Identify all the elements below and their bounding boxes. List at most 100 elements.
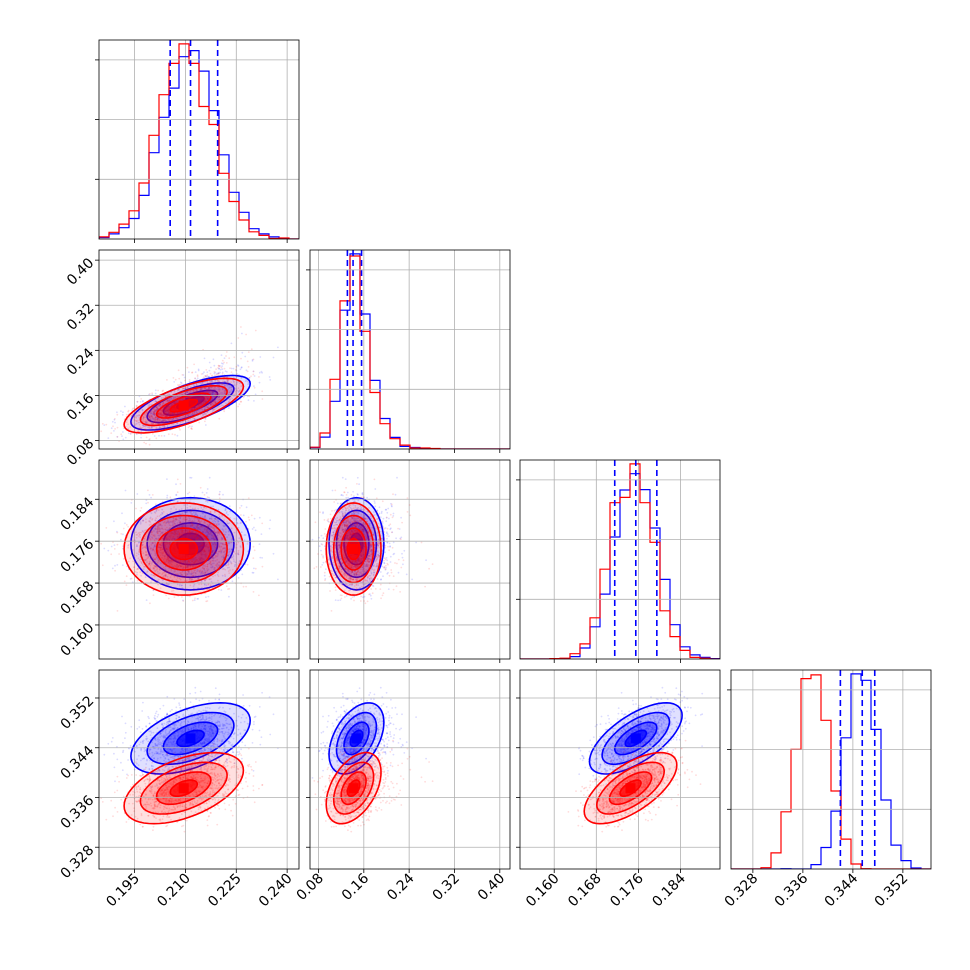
scatter-point	[152, 560, 155, 563]
scatter-point	[158, 413, 161, 416]
scatter-point	[187, 572, 190, 575]
scatter-point	[253, 385, 255, 387]
scatter-point	[232, 550, 235, 553]
y-tick-label: 0.32	[64, 300, 97, 333]
scatter-point	[241, 573, 244, 576]
scatter-point	[207, 388, 210, 391]
scatter-point	[225, 512, 228, 514]
scatter-point	[167, 410, 170, 413]
scatter-point	[172, 557, 175, 559]
scatter-point	[168, 398, 171, 401]
scatter-point	[205, 584, 208, 586]
scatter-point	[188, 529, 191, 532]
scatter-point	[269, 519, 272, 522]
scatter-point	[204, 545, 207, 547]
scatter-point	[192, 585, 195, 587]
scatter-point	[170, 532, 173, 535]
scatter-point	[138, 559, 141, 561]
scatter-point	[159, 403, 162, 406]
scatter-point	[246, 543, 249, 545]
scatter-point	[150, 422, 153, 425]
scatter-point	[161, 409, 164, 412]
scatter-point	[208, 523, 211, 525]
scatter-point	[210, 402, 213, 405]
scatter-point	[173, 525, 176, 528]
scatter-point	[210, 381, 213, 384]
scatter-point	[199, 551, 202, 554]
scatter-point	[131, 407, 134, 410]
scatter-point	[136, 415, 139, 417]
scatter-point	[139, 536, 142, 539]
scatter-point	[206, 531, 209, 534]
scatter-point	[203, 553, 206, 556]
scatter-point	[237, 549, 240, 552]
scatter-point	[165, 407, 168, 409]
scatter-point	[191, 516, 193, 519]
scatter-point	[175, 518, 177, 520]
scatter-point	[258, 376, 260, 378]
scatter-point	[216, 558, 219, 561]
scatter-point	[149, 539, 152, 541]
scatter-point	[244, 380, 247, 383]
scatter-point	[238, 559, 241, 562]
scatter-point	[179, 561, 181, 564]
scatter-point	[142, 519, 144, 522]
scatter-point	[190, 573, 193, 576]
scatter-point	[197, 561, 199, 564]
scatter-point	[252, 358, 255, 361]
scatter-point	[110, 545, 113, 548]
scatter-point	[224, 370, 227, 373]
scatter-point	[148, 494, 151, 496]
scatter-point	[204, 375, 207, 377]
scatter-point	[173, 564, 176, 567]
scatter-point	[190, 513, 193, 516]
scatter-point	[180, 534, 183, 536]
scatter-point	[120, 538, 122, 541]
scatter-point	[214, 560, 217, 562]
scatter-point	[218, 381, 221, 384]
scatter-point	[243, 534, 246, 536]
scatter-point	[238, 560, 241, 563]
scatter-point	[145, 553, 148, 556]
scatter-point	[201, 512, 204, 515]
scatter-point	[173, 413, 176, 416]
scatter-point	[177, 533, 180, 536]
scatter-point	[237, 541, 240, 544]
scatter-point	[159, 419, 161, 421]
scatter-point	[101, 564, 104, 567]
scatter-point	[157, 420, 160, 422]
scatter-point	[177, 566, 179, 568]
scatter-point	[175, 483, 177, 486]
scatter-point	[137, 421, 140, 424]
scatter-point	[202, 402, 205, 405]
scatter-point	[165, 414, 168, 417]
scatter-point	[268, 376, 271, 378]
scatter-point	[163, 425, 166, 428]
scatter-point	[199, 535, 201, 538]
scatter-point	[188, 425, 191, 427]
scatter-point	[113, 548, 116, 550]
scatter-point	[165, 536, 168, 539]
scatter-point	[217, 386, 219, 389]
scatter-point	[216, 555, 219, 558]
scatter-point	[188, 385, 191, 387]
scatter-point	[155, 408, 158, 411]
scatter-point	[159, 421, 162, 423]
scatter-point	[158, 421, 161, 423]
scatter-point	[166, 399, 169, 402]
scatter-point	[188, 520, 191, 523]
scatter-point	[160, 544, 162, 547]
scatter-point	[216, 522, 219, 525]
scatter-point	[196, 598, 199, 600]
scatter-point	[157, 418, 160, 421]
scatter-point	[206, 406, 209, 408]
scatter-point	[186, 565, 189, 568]
scatter-point	[173, 537, 175, 540]
scatter-point	[163, 554, 166, 557]
scatter-point	[222, 543, 225, 546]
scatter-point	[173, 517, 175, 520]
scatter-point	[236, 381, 239, 384]
scatter-point	[186, 366, 189, 369]
scatter-point	[179, 525, 181, 528]
